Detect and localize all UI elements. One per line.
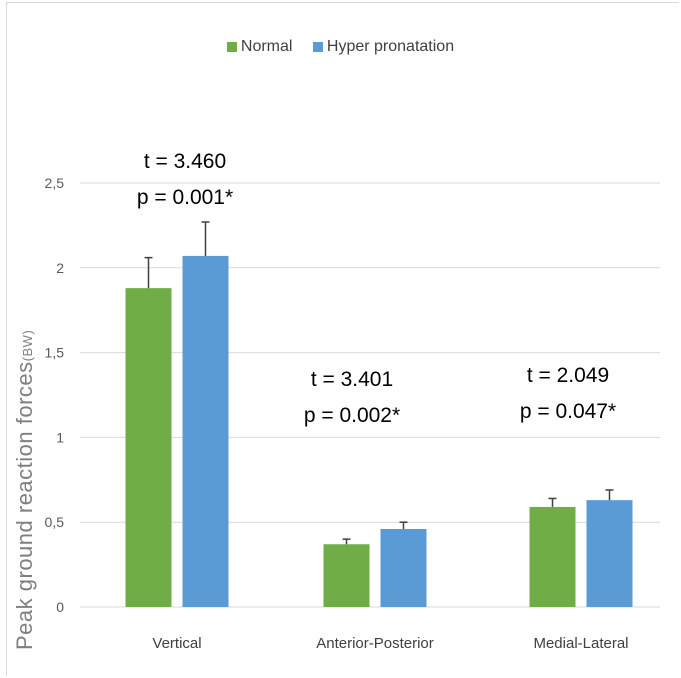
legend-label-normal: Normal [240, 38, 293, 55]
y-tick-label: 2,5 [45, 175, 65, 191]
legend-label-hyper-pronatation: Hyper pronatation [326, 38, 455, 55]
x-tick-label: Vertical [152, 635, 201, 652]
x-tick-label: Anterior-Posterior [316, 635, 434, 652]
y-tick-label: 1 [56, 429, 64, 445]
annotation-t-value: t = 2.049 [527, 364, 609, 387]
annotation-p-value: p = 0.001* [137, 186, 233, 209]
y-tick-label: 2 [56, 260, 64, 276]
legend-item-hyper-pronatation: Hyper pronatation [312, 38, 455, 56]
bar-normal [323, 544, 370, 607]
y-tick-label: 0 [56, 599, 64, 615]
bar-hyper-pronatation [380, 528, 427, 607]
legend-swatch-hyper-pronatation [312, 41, 323, 52]
bar-normal [529, 506, 576, 607]
bar-hyper-pronatation [586, 500, 633, 607]
x-tick-label: Medial-Lateral [533, 635, 628, 652]
annotation-t-value: t = 3.460 [144, 150, 226, 173]
legend-item-normal: Normal [226, 38, 293, 56]
bar-hyper-pronatation [182, 255, 229, 608]
bar-normal [125, 288, 172, 607]
annotation-p-value: p = 0.002* [304, 404, 400, 427]
annotation-p-value: p = 0.047* [520, 400, 616, 423]
legend: Normal Hyper pronatation [0, 38, 681, 56]
chart-frame [6, 2, 679, 676]
annotation-t-value: t = 3.401 [311, 368, 393, 391]
y-tick-label: 0,5 [45, 514, 65, 530]
legend-swatch-normal [226, 41, 237, 52]
y-tick-label: 1,5 [45, 345, 65, 361]
